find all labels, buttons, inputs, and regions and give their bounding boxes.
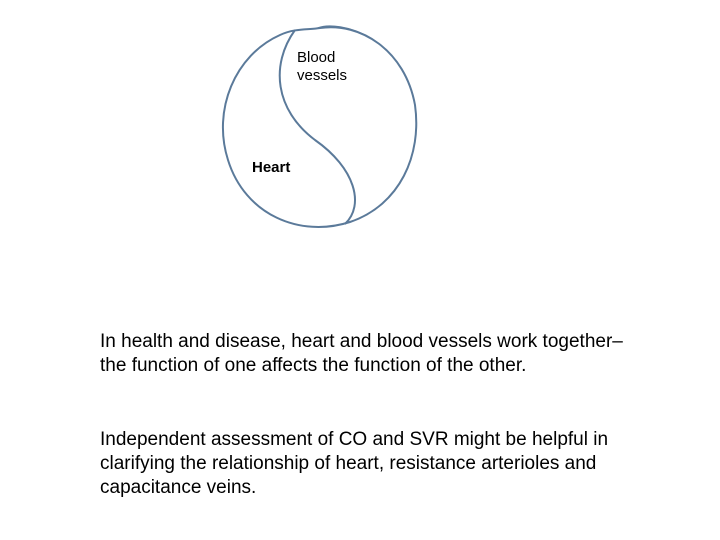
paragraph-2: Independent assessment of CO and SVR mig… [100,428,640,499]
yin-yang-diagram: Blood vessels Heart [200,10,440,240]
diagram-svg [200,10,440,240]
paragraph-1: In health and disease, heart and blood v… [100,330,640,378]
label-heart: Heart [250,158,292,178]
label-blood-vessels: Blood vessels [295,48,365,86]
